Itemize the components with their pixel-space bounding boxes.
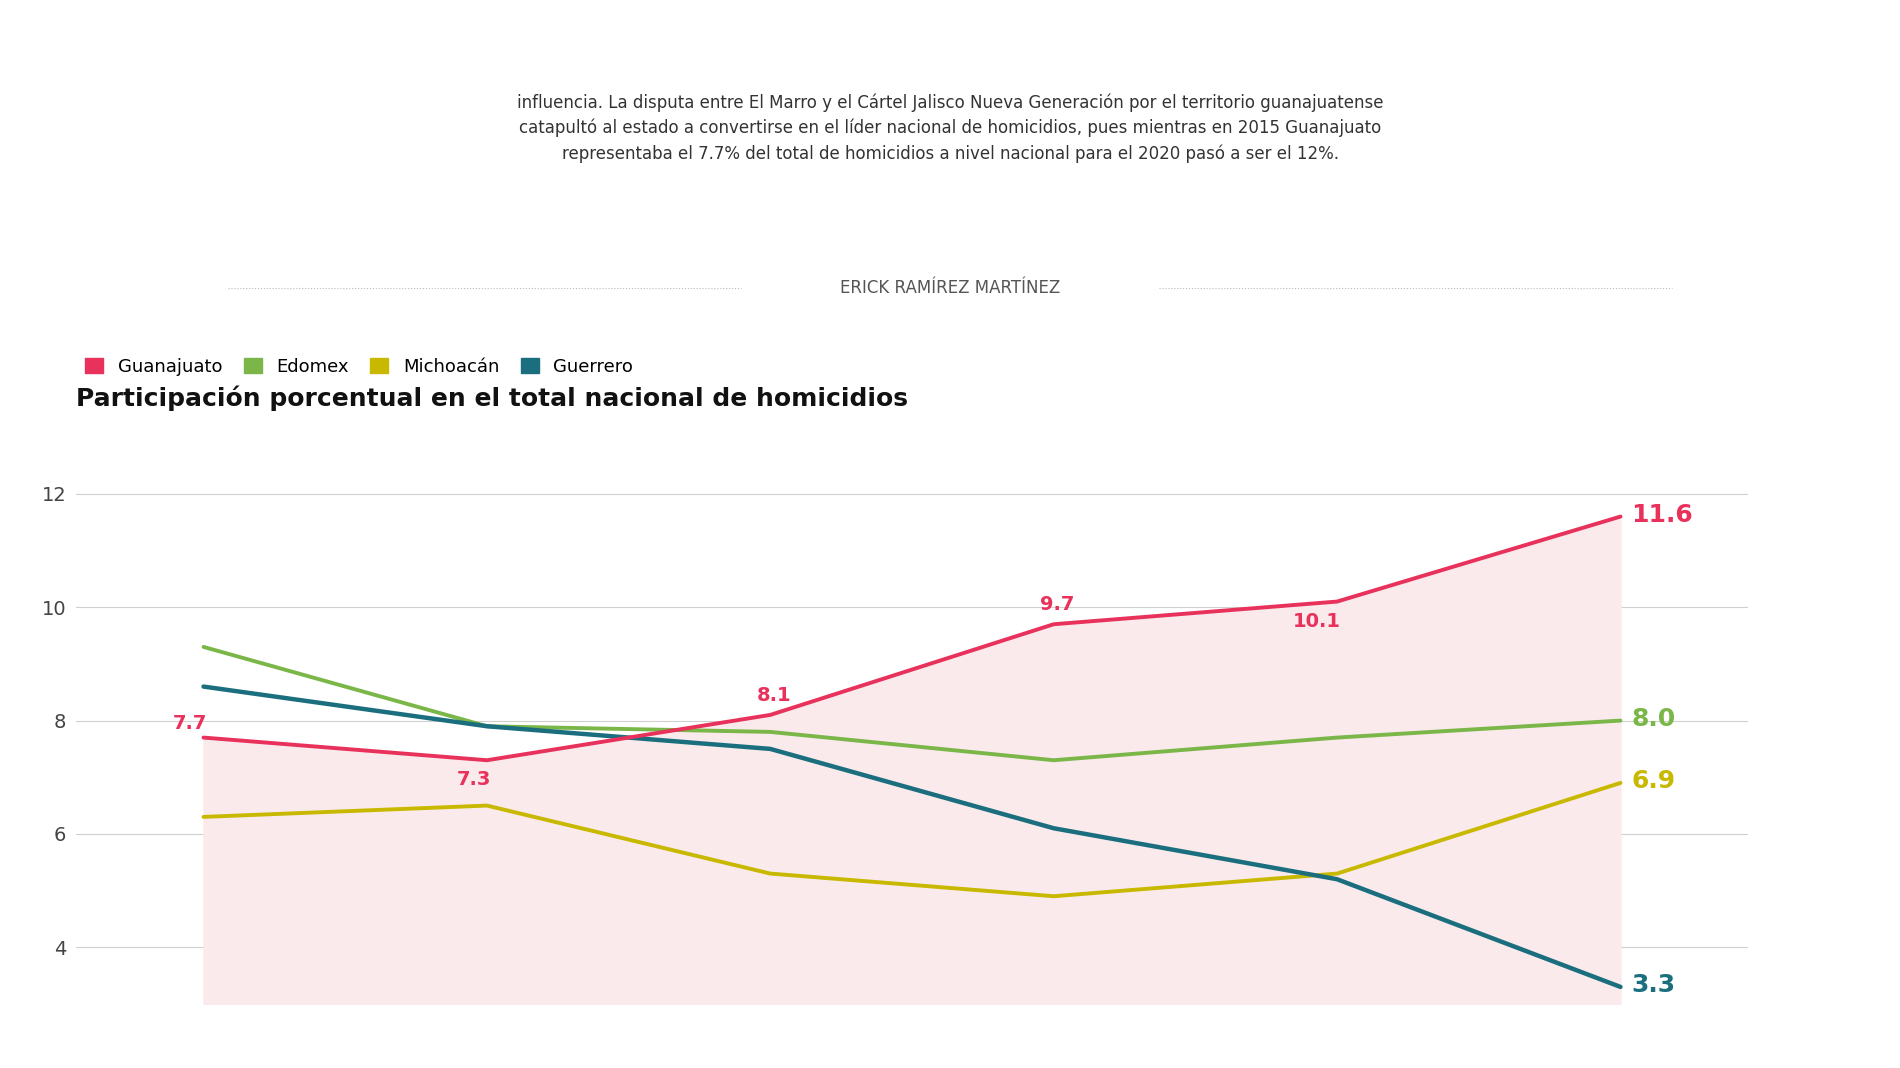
Text: ERICK RAMÍREZ MARTÍNEZ: ERICK RAMÍREZ MARTÍNEZ	[840, 280, 1060, 297]
Text: 7.7: 7.7	[173, 714, 207, 734]
Text: 10.1: 10.1	[1292, 612, 1341, 630]
Text: influencia. La disputa entre El Marro y el Cártel Jalisco Nueva Generación por e: influencia. La disputa entre El Marro y …	[517, 93, 1383, 163]
Text: 7.3: 7.3	[456, 770, 490, 789]
Text: 8.0: 8.0	[1632, 707, 1676, 732]
Text: 3.3: 3.3	[1632, 973, 1676, 998]
Legend: Guanajuato, Edomex, Michoacán, Guerrero: Guanajuato, Edomex, Michoacán, Guerrero	[86, 358, 633, 376]
Text: 6.9: 6.9	[1632, 769, 1676, 794]
Text: 11.6: 11.6	[1632, 503, 1693, 528]
Text: 8.1: 8.1	[756, 686, 790, 705]
Text: 9.7: 9.7	[1039, 595, 1074, 614]
Text: Participación porcentual en el total nacional de homicidios: Participación porcentual en el total nac…	[76, 386, 908, 411]
